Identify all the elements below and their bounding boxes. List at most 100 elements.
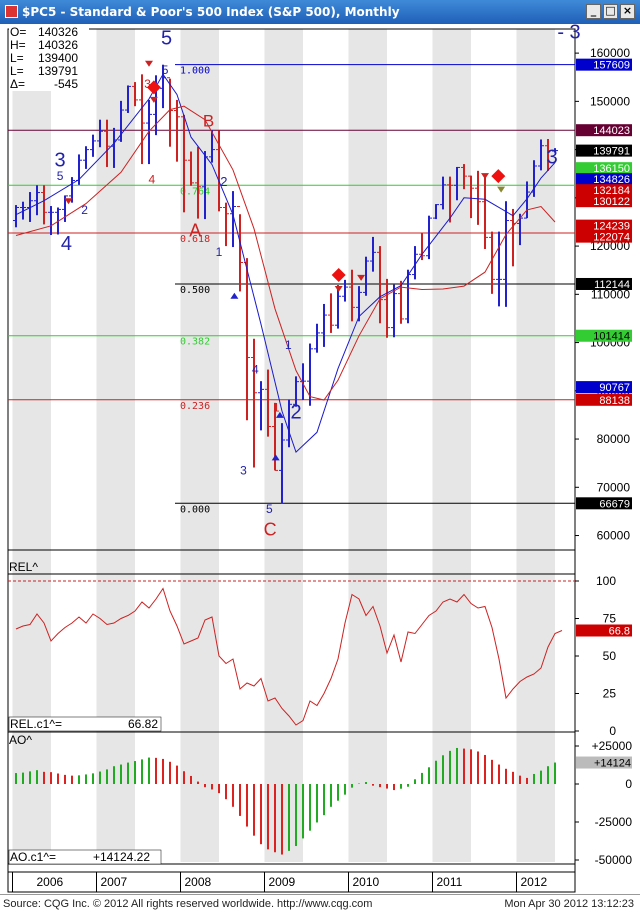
price-tag-label: 90767 xyxy=(599,382,630,394)
price-tag-label: 130122 xyxy=(593,196,630,208)
price-bar xyxy=(188,151,194,186)
rel-current-tag: 66.8 xyxy=(609,626,630,638)
wave-label: 1 xyxy=(273,401,280,415)
price-tag-label: 144023 xyxy=(593,125,630,137)
arrow-marker xyxy=(271,454,280,461)
price-tag-bg xyxy=(576,277,632,290)
price-tag-bg xyxy=(576,497,632,510)
price-bar xyxy=(48,206,54,235)
wave-label: 5 xyxy=(161,27,172,49)
minimize-button[interactable]: _ xyxy=(586,4,601,19)
source-text: Source: CQG Inc. © 2012 All rights reser… xyxy=(3,898,373,910)
price-tag-bg xyxy=(576,124,632,137)
app-icon xyxy=(5,5,18,18)
price-bar xyxy=(454,166,460,201)
price-tick-label: 60000 xyxy=(597,529,631,543)
price-bar xyxy=(20,201,26,220)
wave-label: C xyxy=(264,520,277,540)
ohlc-value: 140326 xyxy=(38,38,78,52)
wave-label: 3 xyxy=(240,464,247,478)
moving-averages xyxy=(15,73,556,453)
price-tick-label: 160000 xyxy=(590,46,630,60)
wave-label: B xyxy=(203,111,214,130)
price-tick-label: 70000 xyxy=(597,480,631,494)
year-band xyxy=(96,29,135,862)
price-tag-bg xyxy=(576,329,632,342)
price-bar xyxy=(223,202,229,247)
price-bar xyxy=(237,206,243,292)
ohlc-label: O= xyxy=(10,25,26,39)
ohlc-label: L= xyxy=(10,51,24,65)
price-tag-label: 101414 xyxy=(593,331,630,343)
ao-tick-label: +25000 xyxy=(592,739,633,753)
ao-readout-bg xyxy=(8,849,162,865)
price-bar xyxy=(195,146,201,219)
price-tag-label: 139791 xyxy=(593,146,630,158)
price-bar xyxy=(419,233,425,261)
arrow-marker xyxy=(145,60,153,67)
price-tag-bg xyxy=(576,230,632,243)
x-tick-label: 2011 xyxy=(437,875,463,889)
arrow-marker xyxy=(149,96,158,103)
ohlc-value: 139400 xyxy=(38,51,78,65)
wave-label: 5 xyxy=(162,63,169,77)
price-tick-label: 150000 xyxy=(590,94,630,108)
price-bar xyxy=(314,323,320,353)
price-bar xyxy=(132,82,138,107)
price-bar xyxy=(251,338,257,468)
ohlc-value: 139791 xyxy=(38,64,78,78)
wave-label: 2 xyxy=(220,174,227,189)
price-bar xyxy=(356,286,362,322)
fibonacci-levels: 1.000 0.764 0.618 0.500 0.382 0.236 0.000 xyxy=(8,64,575,515)
price-tag-bg xyxy=(576,393,632,406)
arrow-marker xyxy=(275,411,284,418)
price-tag-bg xyxy=(576,173,632,186)
ohlc-value: -545 xyxy=(54,77,78,91)
price-bars xyxy=(13,64,558,504)
price-tick-label: 80000 xyxy=(597,432,631,446)
ao-readout-label: AO.c1^= xyxy=(10,850,56,864)
price-bar xyxy=(13,205,19,228)
ohlc-value: 140326 xyxy=(38,25,78,39)
price-tick-label: 110000 xyxy=(591,287,630,301)
rel-readout-value: 66.82 xyxy=(128,717,158,731)
price-tag-label: 66679 xyxy=(599,498,630,510)
price-bar xyxy=(181,114,187,213)
price-tag-label: 132184 xyxy=(593,185,630,197)
price-tag-label: 122074 xyxy=(593,232,630,244)
arrow-marker xyxy=(481,173,489,180)
rel-tick-label: 25 xyxy=(603,687,617,701)
price-bar xyxy=(426,215,432,260)
fib-label: 0.236 xyxy=(180,401,210,412)
wave-label: 2 xyxy=(81,203,88,217)
x-tick-label: 2007 xyxy=(101,875,128,889)
price-bar xyxy=(83,146,89,169)
price-bar xyxy=(293,376,299,407)
year-bands xyxy=(12,29,555,862)
slow-moving-average-line xyxy=(15,105,556,401)
wave-label: 5 xyxy=(266,502,273,516)
footer-bar: Source: CQG Inc. © 2012 All rights reser… xyxy=(0,894,640,913)
restore-button[interactable]: □ xyxy=(603,4,618,19)
price-bar xyxy=(97,119,103,148)
close-button[interactable]: × xyxy=(620,4,635,19)
wave-label: 4 xyxy=(252,362,259,376)
price-tag-label: 124239 xyxy=(593,221,630,233)
ao-panel: AO^ +25000 0 -25000 -50000 +14124 AO.c1^= +1412… xyxy=(8,733,633,867)
window-title: $PC5 - Standard & Poor's 500 Index (S&P … xyxy=(22,5,400,19)
rel-tick-label: 75 xyxy=(603,612,617,626)
price-tag-bg xyxy=(576,195,632,208)
x-tick-label: 2009 xyxy=(269,875,296,889)
wave-label: A xyxy=(189,220,201,240)
rel-tick-label: 100 xyxy=(596,574,616,588)
wave-label: 4 xyxy=(148,172,155,186)
price-bar xyxy=(545,138,551,171)
price-bar xyxy=(482,175,488,249)
ohlc-label: L= xyxy=(10,64,24,78)
price-bar xyxy=(174,99,180,162)
price-bar xyxy=(104,119,110,167)
fib-label: 0.000 xyxy=(180,504,210,515)
timestamp: Mon Apr 30 2012 13:12:23 xyxy=(504,898,634,910)
price-bar xyxy=(489,231,495,294)
